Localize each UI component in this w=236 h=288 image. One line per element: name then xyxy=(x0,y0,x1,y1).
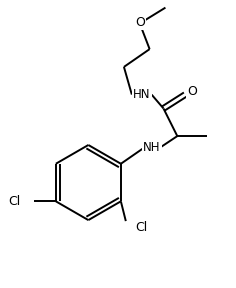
Text: HN: HN xyxy=(133,88,151,101)
Text: Cl: Cl xyxy=(136,221,148,234)
Text: O: O xyxy=(135,16,145,29)
Text: O: O xyxy=(187,85,197,98)
Text: NH: NH xyxy=(143,141,160,154)
Text: Cl: Cl xyxy=(8,195,20,208)
